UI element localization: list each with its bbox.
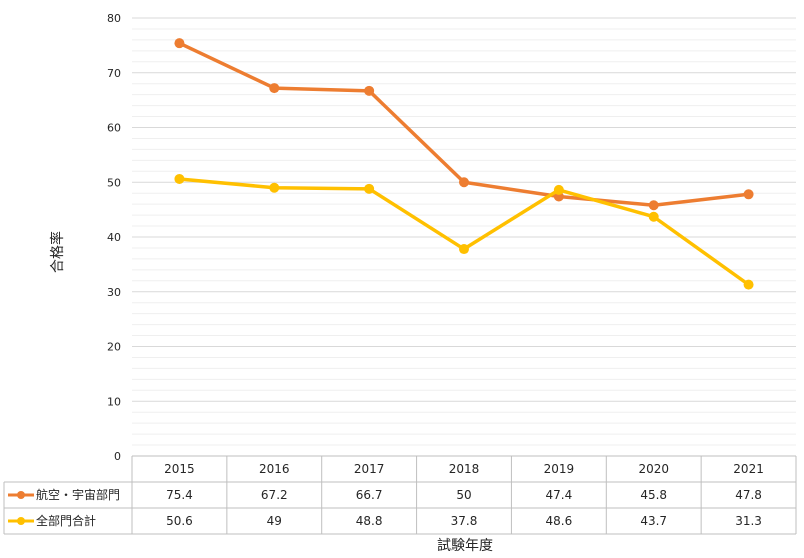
table-cell-value: 75.4 <box>166 488 193 502</box>
table-cell-value: 45.8 <box>640 488 667 502</box>
y-axis-title: 合格率 <box>49 231 66 273</box>
y-axis-ticks: 0 10 20 30 40 50 60 70 80 <box>107 12 121 463</box>
legend-label: 航空・宇宙部門 <box>36 487 120 502</box>
data-point <box>174 38 185 49</box>
y-tick-label: 30 <box>107 286 121 299</box>
data-point <box>174 173 185 184</box>
data-point <box>743 279 754 290</box>
table-cell-value: 66.7 <box>356 488 383 502</box>
x-category-label: 2017 <box>354 462 385 476</box>
table-cell-value: 37.8 <box>451 514 478 528</box>
data-point <box>648 200 659 211</box>
table-cell-value: 48.8 <box>356 514 383 528</box>
data-point <box>459 244 469 255</box>
gridlines <box>132 17 796 446</box>
data-point <box>269 83 280 94</box>
y-tick-label: 80 <box>107 12 121 25</box>
y-tick-label: 70 <box>107 67 121 80</box>
x-category-label: 2018 <box>449 462 480 476</box>
data-point <box>648 211 659 222</box>
data-point <box>743 189 754 200</box>
table-cell-value: 31.3 <box>735 514 762 528</box>
legend-label: 全部門合計 <box>36 513 96 528</box>
plot-area <box>174 38 754 290</box>
data-table: 2015 2016 2017 2018 2019 2020 2021 航空・宇宙部門 75.4 6… <box>3 455 797 535</box>
x-category-label: 2016 <box>259 462 290 476</box>
table-cell-value: 47.4 <box>545 488 572 502</box>
y-tick-label: 20 <box>107 341 121 354</box>
table-cell-value: 48.6 <box>545 514 572 528</box>
data-point <box>364 183 375 194</box>
table-cell-value: 47.8 <box>735 488 762 502</box>
table-cell-value: 50.6 <box>166 514 193 528</box>
data-point <box>459 177 469 188</box>
data-point <box>364 85 375 96</box>
x-category-label: 2019 <box>544 462 575 476</box>
y-tick-label: 60 <box>107 122 121 135</box>
data-point <box>553 184 564 195</box>
legend-marker <box>17 517 25 525</box>
y-tick-label: 40 <box>107 231 121 244</box>
series-line <box>177 177 751 287</box>
x-category-label: 2021 <box>733 462 764 476</box>
x-axis-title: 試験年度 <box>437 538 493 554</box>
legend-marker <box>17 491 25 499</box>
table-cell-value: 43.7 <box>640 514 667 528</box>
y-tick-label: 0 <box>114 450 121 463</box>
y-tick-label: 10 <box>107 395 121 408</box>
table-cell-value: 67.2 <box>261 488 288 502</box>
y-tick-label: 50 <box>107 176 121 189</box>
x-category-label: 2020 <box>638 462 669 476</box>
table-cell-value: 49 <box>267 514 282 528</box>
x-category-label: 2015 <box>164 462 195 476</box>
table-cell-value: 50 <box>456 488 471 502</box>
data-point <box>269 182 280 193</box>
